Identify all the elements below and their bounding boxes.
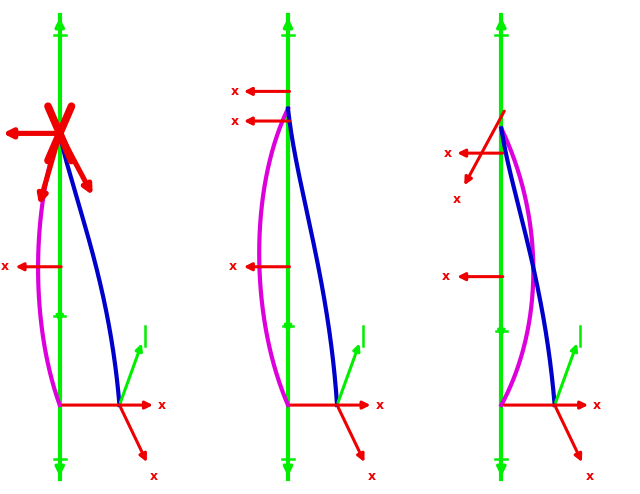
- Text: x: x: [376, 399, 383, 412]
- Text: x: x: [593, 399, 601, 412]
- Text: x: x: [231, 85, 239, 98]
- Text: x: x: [150, 469, 158, 483]
- Text: x: x: [452, 193, 461, 206]
- Text: x: x: [231, 115, 239, 127]
- Text: x: x: [228, 260, 237, 273]
- Text: x: x: [586, 469, 593, 483]
- Text: x: x: [442, 270, 450, 283]
- Text: x: x: [1, 260, 8, 273]
- Text: x: x: [444, 147, 452, 160]
- Text: x: x: [368, 469, 376, 483]
- Text: x: x: [158, 399, 166, 412]
